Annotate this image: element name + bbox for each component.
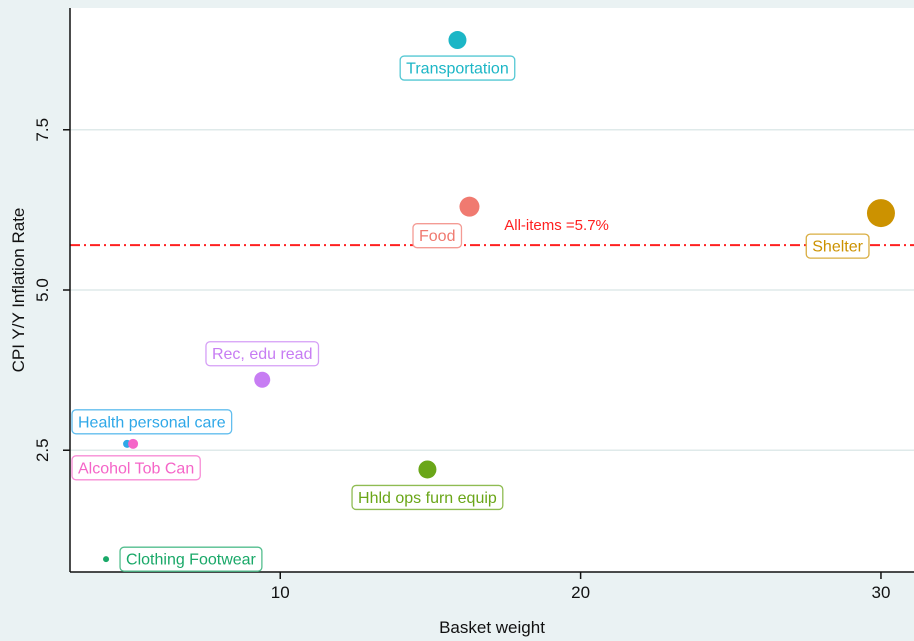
point-transportation (448, 31, 467, 50)
y-tick-label-1: 5.0 (33, 278, 52, 302)
label-text-alcohol-tob-can: Alcohol Tob Can (78, 460, 194, 477)
x-tick-label-1: 20 (571, 583, 590, 602)
grid-lines (70, 129, 914, 451)
x-axis-title: Basket weight (439, 618, 545, 637)
y-axis-title: CPI Y/Y Inflation Rate (9, 208, 28, 373)
point-alcohol-tob-can (128, 438, 139, 449)
point-shelter (866, 199, 895, 228)
all-items-reference-label: All-items =5.7% (504, 217, 609, 234)
data-points (103, 31, 895, 563)
label-text-shelter: Shelter (812, 239, 863, 256)
label-transportation: Transportation (399, 55, 516, 81)
label-text-rec-edu-read: Rec, edu read (212, 346, 313, 363)
label-clothing-footwear: Clothing Footwear (119, 546, 263, 572)
point-rec-edu-read (254, 371, 271, 388)
x-tick-label-0: 10 (271, 583, 290, 602)
label-rec-edu-read: Rec, edu read (205, 341, 320, 367)
label-hhld-ops-furn-equip: Hhld ops furn equip (351, 484, 504, 511)
label-text-food: Food (419, 228, 455, 245)
label-health-personal-care: Health personal care (71, 409, 233, 435)
label-box-alcohol-tob-can (71, 455, 201, 481)
label-box-rec-edu-read (205, 341, 320, 367)
y-tick-label-2: 7.5 (33, 118, 52, 142)
y-tick-label-0: 2.5 (33, 438, 52, 462)
point-food (459, 196, 480, 217)
label-alcohol-tob-can: Alcohol Tob Can (71, 455, 201, 481)
label-shelter: Shelter (805, 233, 870, 259)
point-clothing-footwear (103, 556, 110, 563)
axes: 10 20 30 2.5 5.0 7.5 (33, 8, 914, 602)
label-box-hhld-ops-furn-equip (351, 484, 504, 511)
label-food: Food (412, 223, 463, 249)
label-box-clothing-footwear (119, 546, 263, 572)
label-box-health-personal-care (71, 409, 233, 435)
label-text-health-personal-care: Health personal care (78, 414, 226, 431)
point-hhld-ops-furn-equip (418, 460, 437, 479)
label-box-food (412, 223, 463, 249)
point-labels: Transportation Food Shelter Rec, edu read He… (71, 55, 870, 572)
reference-line-group: All-items =5.7% (70, 217, 914, 247)
label-text-hhld-ops-furn-equip: Hhld ops furn equip (358, 490, 497, 507)
x-tick-label-2: 30 (871, 583, 890, 602)
label-text-transportation: Transportation (406, 61, 509, 78)
label-text-clothing-footwear: Clothing Footwear (126, 552, 257, 569)
label-box-shelter (805, 233, 870, 259)
label-box-transportation (399, 55, 516, 81)
